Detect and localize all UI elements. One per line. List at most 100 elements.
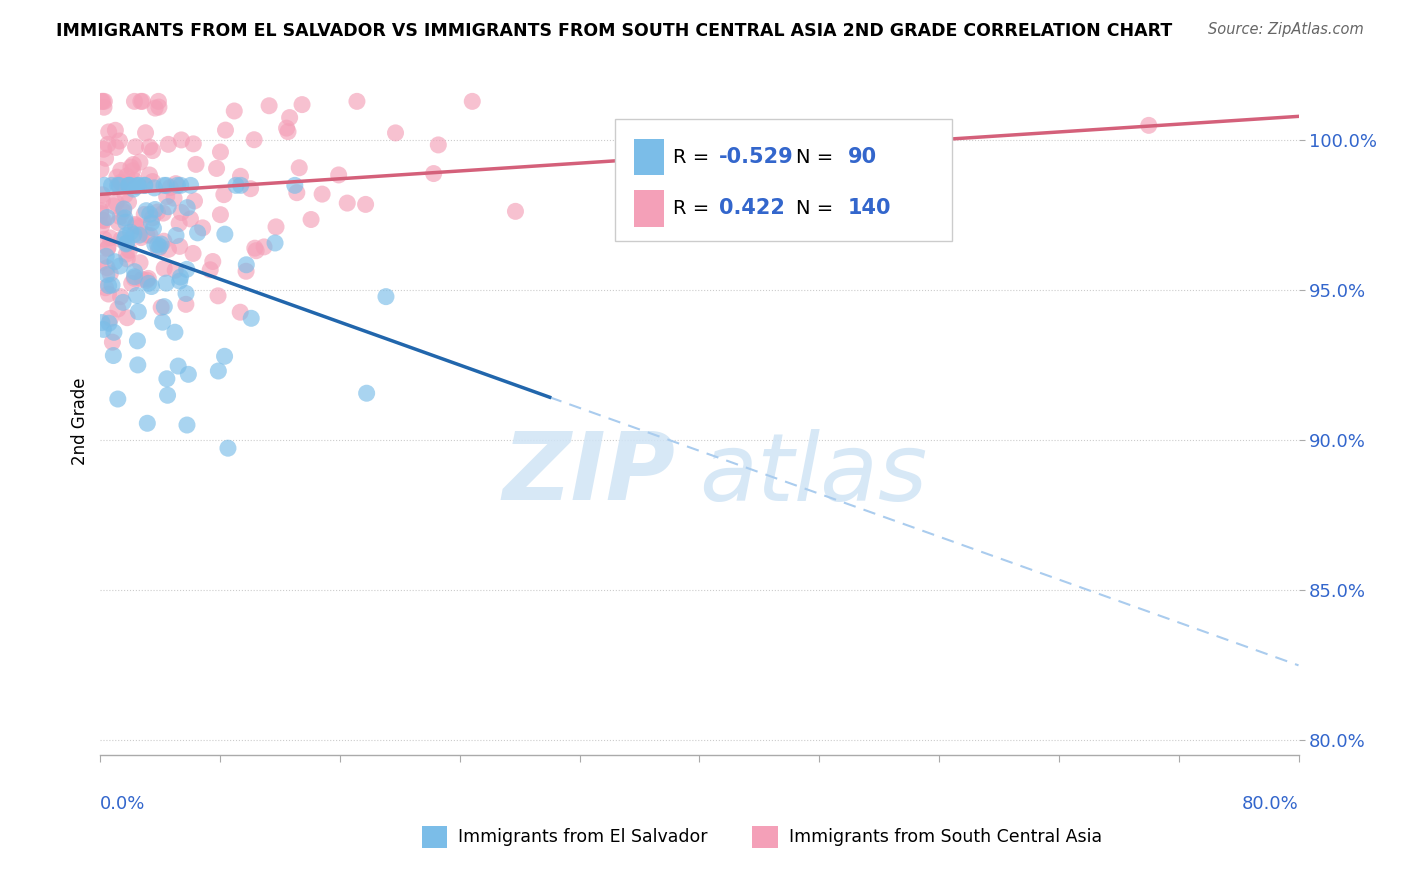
Point	[176, 201, 198, 215]
Point	[176, 417, 198, 432]
Point	[165, 228, 187, 243]
Point	[142, 175, 165, 189]
Point	[103, 349, 125, 363]
Point	[120, 225, 142, 239]
Point	[107, 178, 129, 193]
Point	[108, 178, 131, 193]
Point	[276, 121, 298, 136]
Point	[103, 199, 125, 213]
Point	[90, 219, 112, 233]
Point	[136, 227, 159, 242]
Point	[101, 335, 124, 350]
Point	[112, 202, 135, 216]
Text: 0.422: 0.422	[718, 198, 785, 219]
Point	[100, 178, 122, 193]
Point	[98, 231, 121, 245]
Point	[118, 178, 141, 193]
Point	[128, 178, 150, 193]
Point	[138, 277, 160, 291]
Text: -0.529: -0.529	[718, 147, 793, 168]
Point	[176, 262, 198, 277]
Point	[127, 178, 149, 193]
Point	[152, 315, 174, 329]
Point	[110, 290, 132, 304]
Point	[157, 137, 180, 152]
Point	[141, 211, 163, 225]
Point	[174, 286, 197, 301]
Point	[291, 97, 314, 112]
Point	[127, 304, 149, 318]
Point	[114, 188, 136, 202]
Point	[214, 227, 236, 242]
Point	[225, 178, 247, 193]
Point	[136, 271, 159, 285]
Point	[90, 95, 112, 109]
Point	[156, 189, 179, 203]
Point	[217, 441, 239, 455]
Point	[127, 334, 149, 348]
Point	[166, 178, 188, 193]
Point	[117, 178, 139, 193]
Point	[156, 388, 179, 402]
Point	[257, 99, 280, 113]
Point	[101, 278, 124, 293]
Point	[336, 196, 359, 211]
Point	[121, 163, 143, 178]
Point	[146, 237, 169, 252]
Point	[229, 169, 252, 184]
Point	[98, 316, 121, 330]
Point	[165, 263, 187, 277]
Point	[138, 140, 160, 154]
Point	[90, 316, 112, 330]
Point	[117, 194, 139, 209]
Point	[139, 228, 162, 243]
Point	[96, 211, 118, 225]
Text: IMMIGRANTS FROM EL SALVADOR VS IMMIGRANTS FROM SOUTH CENTRAL ASIA 2ND GRADE CORR: IMMIGRANTS FROM EL SALVADOR VS IMMIGRANT…	[56, 22, 1173, 40]
Point	[153, 178, 176, 193]
Point	[124, 95, 146, 109]
Point	[93, 178, 115, 193]
Point	[124, 140, 146, 154]
Point	[115, 247, 138, 261]
Point	[139, 207, 162, 221]
Text: 80.0%: 80.0%	[1241, 796, 1299, 814]
Point	[120, 160, 142, 174]
Point	[169, 274, 191, 288]
Point	[122, 173, 145, 187]
Point	[179, 211, 201, 226]
Point	[181, 246, 204, 260]
Point	[136, 417, 159, 431]
Point	[107, 216, 129, 230]
Point	[96, 260, 118, 275]
Point	[181, 136, 204, 151]
Point	[128, 219, 150, 234]
Point	[149, 240, 172, 254]
Text: 90: 90	[848, 147, 877, 168]
Point	[93, 100, 115, 114]
Point	[284, 178, 307, 193]
Point	[93, 213, 115, 227]
Point	[143, 202, 166, 217]
Point	[131, 95, 153, 109]
Point	[115, 310, 138, 325]
Point	[243, 133, 266, 147]
Point	[125, 179, 148, 194]
Point	[155, 276, 177, 290]
Point	[205, 161, 228, 176]
Point	[110, 176, 132, 190]
Text: Immigrants from El Salvador: Immigrants from El Salvador	[458, 829, 707, 847]
Point	[135, 203, 157, 218]
Point	[278, 111, 301, 125]
Point	[229, 178, 252, 193]
Point	[180, 178, 202, 193]
Point	[128, 228, 150, 243]
Point	[114, 215, 136, 229]
Point	[328, 168, 350, 182]
Point	[157, 243, 180, 257]
Point	[110, 163, 132, 178]
Point	[156, 372, 179, 386]
Text: Source: ZipAtlas.com: Source: ZipAtlas.com	[1208, 22, 1364, 37]
Point	[209, 145, 232, 159]
Point	[153, 300, 176, 314]
Point	[91, 213, 114, 227]
